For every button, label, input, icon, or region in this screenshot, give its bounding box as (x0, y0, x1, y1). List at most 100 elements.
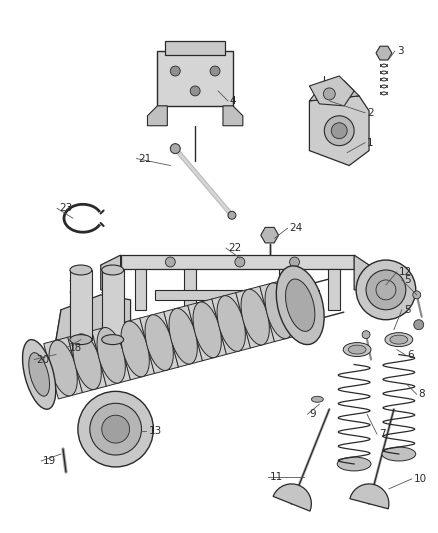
Text: 24: 24 (290, 223, 303, 233)
Circle shape (228, 211, 236, 219)
Circle shape (210, 66, 220, 76)
Polygon shape (309, 81, 359, 101)
Circle shape (356, 260, 416, 320)
Text: 7: 7 (379, 429, 385, 439)
Ellipse shape (136, 327, 159, 365)
Polygon shape (273, 484, 311, 511)
Polygon shape (164, 305, 203, 367)
Text: 12: 12 (399, 267, 412, 277)
Polygon shape (309, 96, 369, 166)
Text: 18: 18 (69, 343, 82, 352)
Circle shape (170, 66, 180, 76)
Ellipse shape (29, 353, 49, 396)
Circle shape (290, 257, 300, 267)
Ellipse shape (169, 309, 198, 364)
Polygon shape (260, 280, 299, 342)
Circle shape (413, 291, 421, 299)
Bar (184, 269, 196, 310)
Ellipse shape (49, 340, 77, 396)
Polygon shape (56, 295, 131, 354)
Text: 5: 5 (404, 275, 410, 285)
Circle shape (190, 86, 200, 96)
Ellipse shape (97, 327, 125, 383)
Text: 6: 6 (407, 350, 413, 360)
Polygon shape (44, 337, 83, 399)
Bar (120, 255, 354, 269)
Text: 10: 10 (414, 474, 427, 484)
Ellipse shape (23, 340, 56, 409)
Ellipse shape (217, 296, 245, 351)
Circle shape (362, 330, 370, 338)
Polygon shape (236, 286, 275, 348)
Polygon shape (261, 228, 279, 243)
Ellipse shape (184, 314, 207, 352)
Polygon shape (188, 299, 226, 361)
Circle shape (366, 270, 406, 310)
Circle shape (90, 403, 141, 455)
Bar (155, 290, 319, 300)
Ellipse shape (232, 301, 255, 340)
Text: 23: 23 (59, 203, 72, 213)
Text: 22: 22 (228, 243, 241, 253)
Ellipse shape (70, 265, 92, 275)
Ellipse shape (121, 321, 149, 377)
Ellipse shape (145, 314, 173, 370)
Circle shape (414, 320, 424, 330)
Circle shape (78, 391, 153, 467)
Ellipse shape (70, 335, 92, 345)
Polygon shape (68, 331, 106, 393)
Ellipse shape (88, 340, 111, 378)
Polygon shape (140, 312, 179, 374)
Ellipse shape (385, 333, 413, 346)
Text: 4: 4 (230, 96, 237, 106)
Text: 1: 1 (367, 138, 374, 148)
Text: 8: 8 (419, 389, 425, 399)
Ellipse shape (343, 343, 371, 357)
Ellipse shape (280, 288, 303, 327)
Polygon shape (309, 76, 354, 106)
Ellipse shape (241, 289, 269, 345)
Circle shape (170, 144, 180, 154)
Polygon shape (92, 325, 131, 386)
Text: 21: 21 (138, 154, 152, 164)
Bar (165, 41, 225, 55)
Bar (328, 269, 340, 310)
Bar (134, 269, 146, 310)
Polygon shape (148, 106, 167, 126)
Text: 2: 2 (367, 108, 374, 118)
Text: 9: 9 (309, 409, 316, 419)
Bar (157, 51, 233, 106)
Circle shape (324, 116, 354, 146)
Ellipse shape (276, 266, 324, 344)
Ellipse shape (337, 457, 371, 471)
Circle shape (323, 88, 335, 100)
Polygon shape (350, 484, 389, 509)
Ellipse shape (382, 447, 416, 461)
Ellipse shape (348, 345, 366, 354)
Text: 3: 3 (397, 46, 403, 56)
Bar (70, 270, 92, 340)
Ellipse shape (102, 335, 124, 345)
Ellipse shape (311, 397, 323, 402)
Text: 5: 5 (404, 305, 410, 315)
Ellipse shape (286, 279, 315, 332)
Polygon shape (212, 293, 251, 354)
Ellipse shape (265, 283, 293, 338)
Ellipse shape (193, 302, 221, 358)
Text: 19: 19 (43, 456, 57, 466)
Polygon shape (101, 255, 120, 290)
Ellipse shape (73, 334, 101, 390)
Text: 13: 13 (148, 426, 162, 436)
Circle shape (165, 257, 175, 267)
Circle shape (331, 123, 347, 139)
Polygon shape (116, 318, 155, 380)
Bar (279, 269, 290, 310)
Polygon shape (376, 46, 392, 60)
Polygon shape (354, 255, 369, 290)
Ellipse shape (39, 352, 63, 391)
Text: 11: 11 (270, 472, 283, 482)
Polygon shape (223, 106, 243, 126)
Text: 20: 20 (36, 354, 49, 365)
Bar (102, 270, 124, 340)
Ellipse shape (390, 335, 408, 344)
